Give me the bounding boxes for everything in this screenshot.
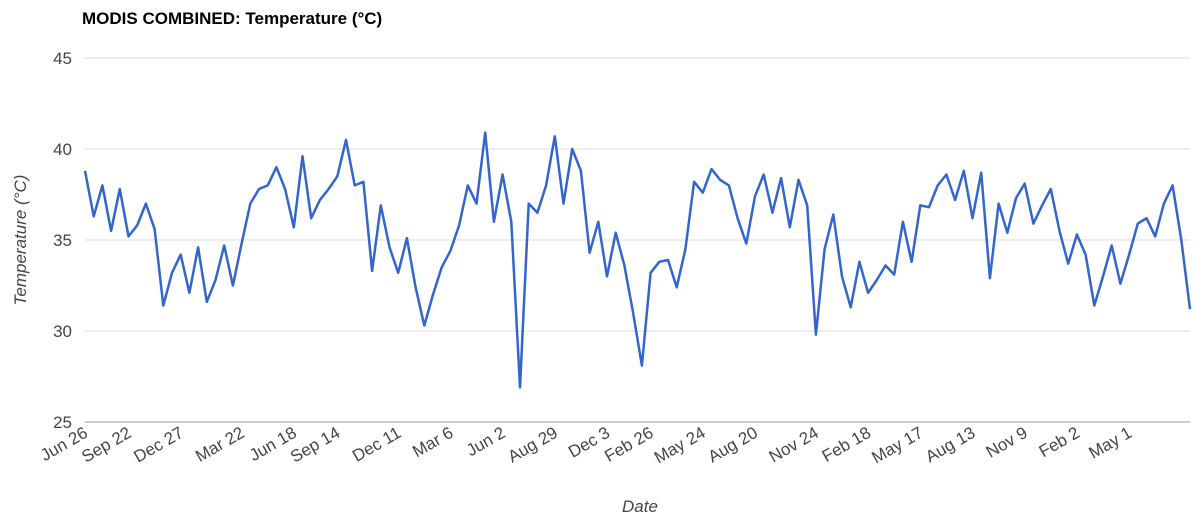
x-tick-label: Mar 22 [192, 423, 247, 466]
x-tick-label: Nov 9 [983, 423, 1031, 462]
x-tick-label: Feb 2 [1036, 423, 1083, 461]
x-tick-label: Jun 2 [463, 423, 509, 460]
x-tick-label: Feb 18 [819, 423, 874, 466]
x-tick-label: May 17 [868, 423, 926, 467]
y-tick-label: 45 [53, 49, 72, 68]
y-tick-label: 30 [53, 322, 72, 341]
x-tick-label: Sep 22 [78, 423, 134, 466]
chart-title: MODIS COMBINED: Temperature (°C) [82, 9, 382, 28]
y-tick-label: 40 [53, 140, 72, 159]
x-tick-label: Feb 26 [601, 423, 656, 466]
x-tick-label: Aug 29 [505, 423, 561, 466]
x-axis-title: Date [622, 497, 658, 516]
x-tick-label: Aug 13 [922, 423, 978, 466]
data-line [83, 131, 1192, 389]
y-tick-label: 25 [53, 413, 72, 432]
x-tick-label: May 1 [1086, 423, 1136, 463]
y-axis-title: Temperature (°C) [11, 175, 30, 306]
x-tick-label: Dec 11 [349, 423, 404, 466]
x-tick-label: Aug 20 [705, 423, 761, 466]
y-tick-label: 35 [53, 231, 72, 250]
x-tick-label: Sep 14 [287, 423, 343, 466]
x-tick-label: Nov 24 [766, 423, 822, 466]
x-tick-label: Mar 6 [409, 423, 456, 461]
x-tick-label: Dec 27 [131, 423, 187, 466]
x-tick-label: May 24 [651, 423, 709, 467]
